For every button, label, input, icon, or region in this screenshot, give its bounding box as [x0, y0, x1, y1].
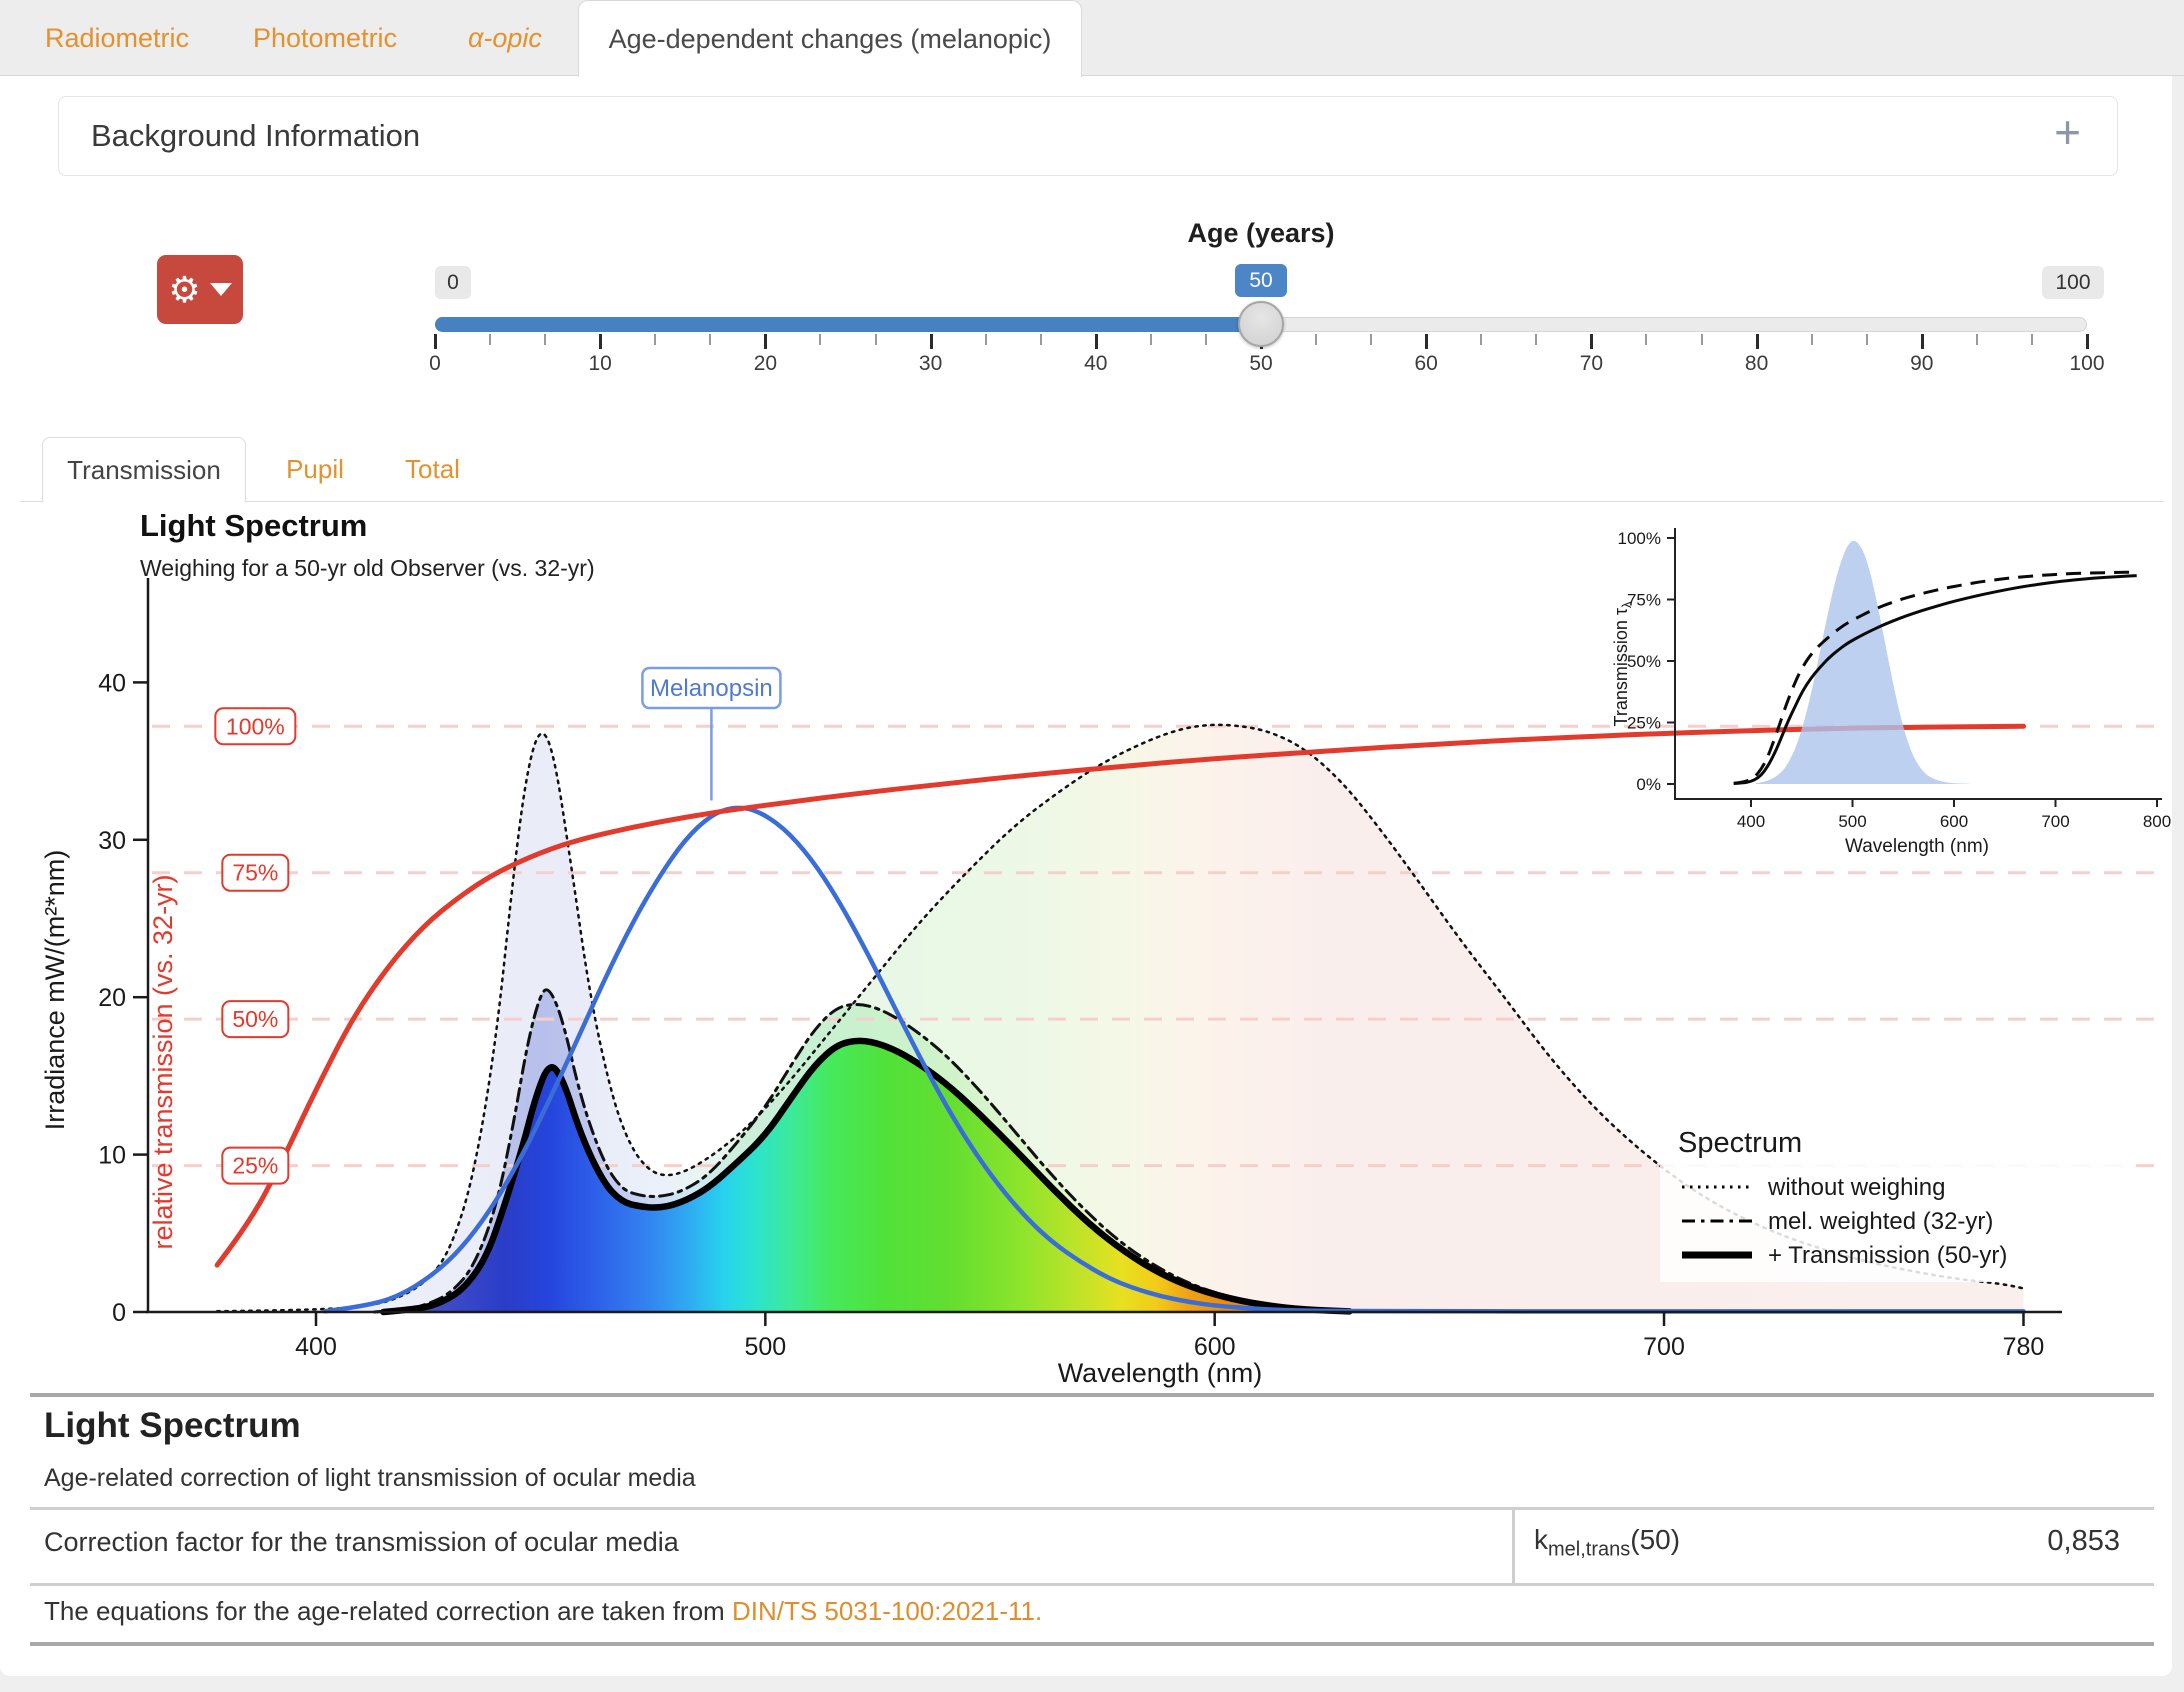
slider-max-badge: 100: [2042, 266, 2104, 299]
slider-minor-tick: [1535, 334, 1538, 345]
slider-minor-tick: [2030, 334, 2033, 345]
slider-major-tick: [1755, 334, 1759, 349]
slider-minor-tick: [1975, 334, 1978, 345]
slider-minor-tick: [1810, 334, 1813, 345]
background-information-title: Background Information: [91, 118, 421, 153]
slider-minor-tick: [1149, 334, 1152, 345]
slider-minor-tick: [1315, 334, 1318, 345]
slider-minor-tick: [819, 334, 822, 345]
slider-tick-label: 30: [918, 352, 943, 375]
slider-minor-tick: [1480, 334, 1483, 345]
expand-plus-icon[interactable]: +: [2054, 106, 2081, 158]
slider-minor-tick: [1865, 334, 1868, 345]
subtab-transmission[interactable]: Transmission: [42, 437, 246, 503]
slider-major-tick: [2086, 334, 2089, 349]
content-card: [0, 75, 2172, 1676]
slider-tick-label: 100: [2069, 352, 2105, 375]
slider-min-badge: 0: [435, 266, 471, 299]
age-slider-track-filled: [435, 317, 1261, 332]
slider-minor-tick: [654, 334, 657, 345]
slider-major-tick: [929, 334, 933, 349]
slider-minor-tick: [984, 334, 987, 345]
row-divider-top: [30, 1507, 2154, 1510]
tab-photometric[interactable]: Photometric: [253, 22, 398, 53]
slider-minor-tick: [1370, 334, 1373, 345]
slider-minor-tick: [874, 334, 877, 345]
age-slider-handle[interactable]: [1238, 301, 1284, 347]
section-bottom-border: [30, 1642, 2154, 1646]
slider-minor-tick: [489, 334, 492, 345]
slider-major-tick: [1590, 334, 1594, 349]
top-tab-bar: [0, 0, 2184, 76]
slider-minor-tick: [544, 334, 547, 345]
tab-age-dependent-changes[interactable]: Age-dependent changes (melanopic): [578, 0, 1082, 77]
slider-tick-label: 0: [429, 352, 441, 375]
slider-major-tick: [599, 334, 603, 349]
equations-note: The equations for the age-related correc…: [44, 1596, 1043, 1626]
slider-major-tick: [434, 334, 437, 349]
slider-tick-label: 90: [1910, 352, 1934, 375]
row-divider-bottom: [30, 1583, 2154, 1586]
subtab-total[interactable]: Total: [405, 453, 460, 484]
slider-tick-label: 20: [753, 352, 778, 375]
tab-radiometric[interactable]: Radiometric: [45, 22, 190, 53]
slider-tick-label: 60: [1414, 352, 1438, 375]
slider-value-badge: 50: [1235, 264, 1287, 297]
slider-major-tick: [1920, 334, 1924, 349]
slider-minor-tick: [709, 334, 712, 345]
slider-major-tick: [1094, 334, 1098, 349]
slider-minor-tick: [1039, 334, 1042, 345]
slider-tick-label: 80: [1744, 352, 1769, 375]
slider-tick-label: 50: [1249, 352, 1273, 375]
slider-minor-tick: [1700, 334, 1703, 345]
correction-factor-value: 0,853: [2047, 1525, 2120, 1557]
age-slider-label: Age (years): [1187, 218, 1335, 248]
subtab-pupil[interactable]: Pupil: [286, 453, 344, 484]
slider-tick-label: 10: [588, 352, 612, 375]
slider-major-tick: [1425, 334, 1429, 349]
background-information-panel[interactable]: Background Information +: [58, 96, 2118, 176]
details-heading: Light Spectrum: [44, 1406, 301, 1445]
din-standard-link[interactable]: DIN/TS 5031-100:2021-11.: [731, 1596, 1043, 1626]
table-column-divider: [1512, 1507, 1515, 1586]
slider-tick-label: 40: [1084, 352, 1108, 375]
subtab-divider: [20, 501, 2164, 502]
tab-alpha-opic[interactable]: α-opic: [468, 22, 542, 53]
slider-tick-label: 70: [1579, 352, 1604, 375]
slider-minor-tick: [1645, 334, 1648, 345]
details-subheading: Age-related correction of light transmis…: [44, 1464, 696, 1492]
slider-major-tick: [764, 334, 768, 349]
correction-factor-symbol: kmel,trans(50): [1534, 1524, 1681, 1561]
section-top-border: [30, 1393, 2154, 1397]
correction-factor-label: Correction factor for the transmission o…: [44, 1527, 679, 1557]
caret-down-icon: [209, 283, 232, 296]
slider-minor-tick: [1204, 334, 1207, 345]
gear-icon: ⚙: [168, 268, 201, 310]
settings-dropdown-button[interactable]: ⚙: [157, 255, 243, 324]
